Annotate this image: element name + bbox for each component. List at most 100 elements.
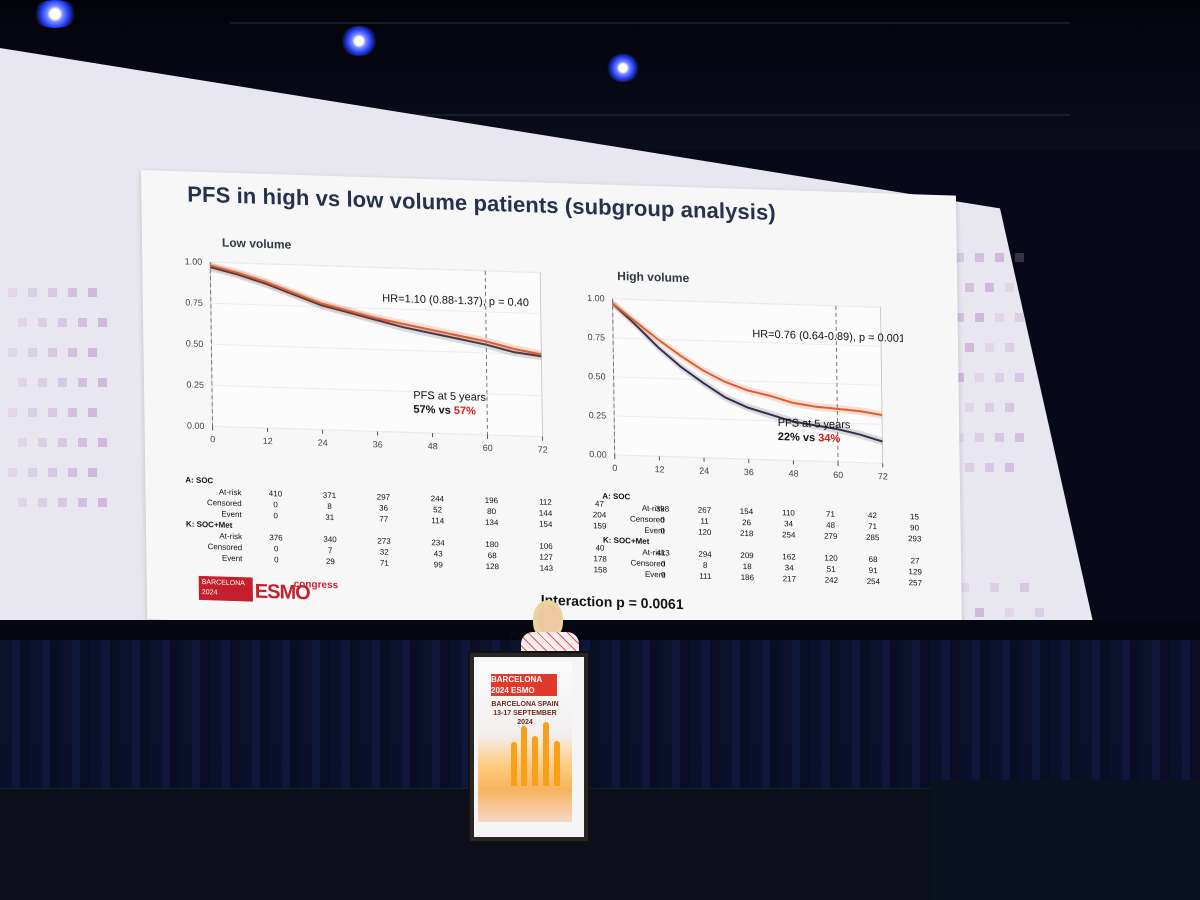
- risk-table-value: 34: [784, 563, 794, 573]
- high-volume-title: High volume: [617, 268, 690, 286]
- pfs-5-year-label: PFS at 5 years: [413, 390, 486, 404]
- pattern-square: [18, 498, 27, 507]
- risk-table-value: 217: [782, 574, 797, 584]
- pattern-square: [98, 498, 107, 507]
- x-tick-label: 12: [654, 464, 664, 474]
- spire-shape: [511, 742, 517, 786]
- pattern-square: [38, 318, 47, 327]
- risk-group-name: A: SOC: [185, 475, 214, 486]
- pattern-square: [18, 318, 27, 327]
- pattern-square: [965, 403, 974, 412]
- risk-table-value: 0: [274, 555, 279, 565]
- risk-table-value: 71: [379, 558, 389, 568]
- spire-shape: [532, 736, 538, 786]
- pattern-square: [38, 438, 47, 447]
- stage-light: [31, 0, 79, 28]
- risk-table-value: 154: [538, 519, 553, 529]
- risk-row-label: At-risk: [218, 487, 242, 498]
- risk-table-value: 340: [323, 534, 337, 545]
- pfs-vs-text: vs: [803, 432, 818, 444]
- risk-table-value: 0: [273, 500, 278, 510]
- pattern-square: [975, 253, 984, 262]
- risk-table-value: 11: [700, 516, 709, 526]
- pattern-square: [48, 408, 57, 417]
- risk-table-value: 120: [698, 527, 712, 537]
- risk-table-value: 48: [826, 520, 836, 530]
- low-volume-risk-table: A: SOC At-risk 410 371 297 244 196 112 47 Censore…: [177, 475, 608, 579]
- x-tick-label: 24: [699, 466, 709, 476]
- risk-table-value: 143: [539, 563, 554, 573]
- risk-table-value: 0: [660, 559, 666, 569]
- risk-table-value: 234: [431, 538, 445, 548]
- y-tick-label: 0.25: [186, 379, 204, 390]
- pattern-square: [68, 348, 77, 357]
- risk-table-value: 254: [781, 530, 796, 540]
- podium-text: BARCELONA SPAIN 13-17 SEPTEMBER 2024: [490, 700, 560, 727]
- risk-row-label: Censored: [206, 498, 242, 509]
- pattern-square: [955, 433, 964, 442]
- pattern-square: [995, 253, 1004, 262]
- pattern-square: [18, 378, 27, 387]
- pattern-square: [985, 343, 994, 352]
- pfs-5-year-values: 57% vs 57%: [413, 404, 476, 418]
- risk-table-value: 244: [430, 494, 445, 504]
- x-tick-label: 72: [878, 471, 888, 481]
- risk-table-value: 114: [431, 516, 445, 526]
- risk-table-value: 26: [742, 517, 752, 528]
- pattern-square: [985, 403, 994, 412]
- risk-table-value: 196: [484, 495, 499, 506]
- risk-table-value: 154: [739, 506, 754, 517]
- pattern-square: [995, 433, 1004, 442]
- spire-shape: [543, 722, 549, 786]
- risk-table-value: 71: [825, 509, 835, 519]
- risk-table-value: 127: [539, 552, 553, 562]
- reference-dashed-line: [835, 305, 839, 462]
- risk-table-value: 120: [824, 553, 838, 563]
- x-tick-label: 0: [210, 434, 215, 444]
- risk-row-label: Censored: [207, 542, 243, 553]
- y-tick-label: 0.50: [588, 371, 606, 382]
- risk-table-value: 31: [325, 512, 335, 523]
- podium-esmo-logo: BARCELONA 2024 ESMO congress: [491, 674, 557, 706]
- pattern-square: [68, 288, 77, 297]
- esmo-congress-logo: BARCELONA 2024 ESMO congress: [198, 575, 347, 605]
- y-tick-label: 0.75: [185, 297, 203, 308]
- pattern-square: [48, 468, 57, 477]
- gridline: [211, 343, 542, 356]
- risk-table-value: 257: [908, 578, 923, 588]
- pattern-square: [975, 608, 984, 617]
- pattern-square: [955, 373, 964, 382]
- stage-side-area: [930, 780, 1200, 900]
- risk-table-value: 43: [433, 549, 443, 559]
- risk-table-value: 68: [868, 554, 878, 565]
- risk-table-value: 90: [910, 523, 920, 533]
- risk-group-name: A: SOC: [602, 491, 631, 502]
- pattern-square: [995, 373, 1004, 382]
- risk-group-name: K: SOC+Met: [185, 519, 233, 530]
- pattern-square: [78, 318, 87, 327]
- risk-table-value: 0: [273, 544, 279, 554]
- pattern-square: [98, 318, 107, 327]
- pattern-square: [955, 253, 964, 262]
- spire-shape: [521, 726, 527, 786]
- risk-row-label: At-risk: [219, 531, 243, 542]
- y-tick-label: 0.50: [186, 338, 204, 349]
- y-tick-label: 0.00: [187, 420, 205, 431]
- lighting-truss: [230, 22, 1070, 116]
- projection-screen: PFS in high vs low volume patients (subg…: [0, 48, 1100, 648]
- risk-table-value: 297: [376, 492, 391, 502]
- reference-dashed-line: [209, 262, 214, 427]
- risk-table-value: 111: [699, 571, 712, 581]
- risk-table-value: 0: [660, 515, 665, 525]
- risk-row-label: Event: [221, 509, 242, 520]
- pattern-square: [28, 348, 37, 357]
- pattern-square: [78, 378, 87, 387]
- pattern-square: [8, 288, 17, 297]
- pattern-square: [8, 408, 17, 417]
- x-tick-label: 36: [373, 439, 383, 449]
- logo-congress: congress: [293, 578, 339, 592]
- risk-table-value: 186: [740, 572, 755, 583]
- pattern-square: [955, 313, 964, 322]
- pattern-square: [985, 283, 994, 292]
